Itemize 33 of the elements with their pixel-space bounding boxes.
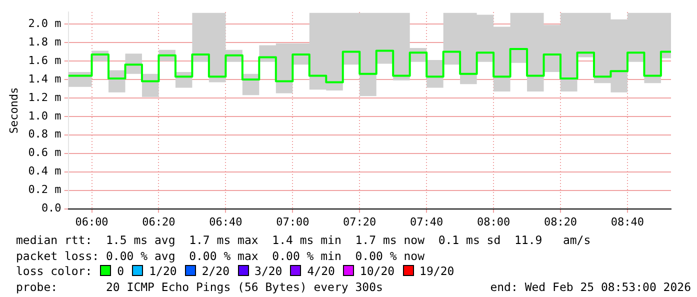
- y-tick-label: 0.4 m: [28, 164, 62, 178]
- text: 1/20: [149, 264, 177, 278]
- text: 4/20: [307, 264, 335, 278]
- y-tick-label: 0.0: [41, 202, 62, 215]
- x-tick-label: 08:20: [544, 215, 578, 228]
- y-tick-label: 0.6 m: [28, 146, 62, 160]
- y-tick-label: 1.4 m: [28, 72, 62, 86]
- y-tick-label: 1.2 m: [28, 90, 62, 104]
- text: probe: 20 ICMP Echo Pings (56 Bytes) every 300s: [16, 280, 383, 294]
- y-tick-label: 0.8 m: [28, 128, 62, 141]
- text: 19/20: [420, 264, 454, 278]
- x-tick-label: 08:00: [476, 215, 510, 228]
- x-tick-label: 07:00: [276, 215, 310, 228]
- x-tick-label: 08:40: [610, 215, 644, 228]
- text: loss color:: [16, 264, 92, 278]
- y-tick-label: 1.8 m: [28, 35, 62, 48]
- text: 2/20: [202, 264, 230, 278]
- x-tick-label: 07:20: [343, 215, 376, 228]
- text: 10/20: [360, 264, 395, 278]
- x-tick-label: 06:00: [75, 215, 108, 228]
- x-tick-label: 06:40: [209, 215, 242, 228]
- x-tick-label: 07:40: [410, 215, 444, 228]
- y-tick-label: 1.6 m: [28, 54, 62, 67]
- text: median rtt: 1.5 ms avg 1.7 ms max 1.4 ms min 1.7 ms now 0.1 ms sd 11.9 am/s: [16, 233, 592, 248]
- y-tick-label: 1.0 m: [28, 109, 62, 122]
- y-tick-label: 0.2 m: [28, 183, 62, 196]
- text: 0: [117, 264, 124, 278]
- y-axis-title: Seconds: [7, 87, 20, 134]
- text: 3/20: [254, 264, 282, 278]
- text: packet loss: 0.00 % avg 0.00 % max 0.00 % min 0.00 % now: [16, 248, 426, 264]
- y-tick-label: 2.0 m: [28, 16, 62, 30]
- text: end: Wed Feb 25 08:53:00 2026: [490, 280, 691, 294]
- x-tick-label: 06:20: [142, 215, 176, 228]
